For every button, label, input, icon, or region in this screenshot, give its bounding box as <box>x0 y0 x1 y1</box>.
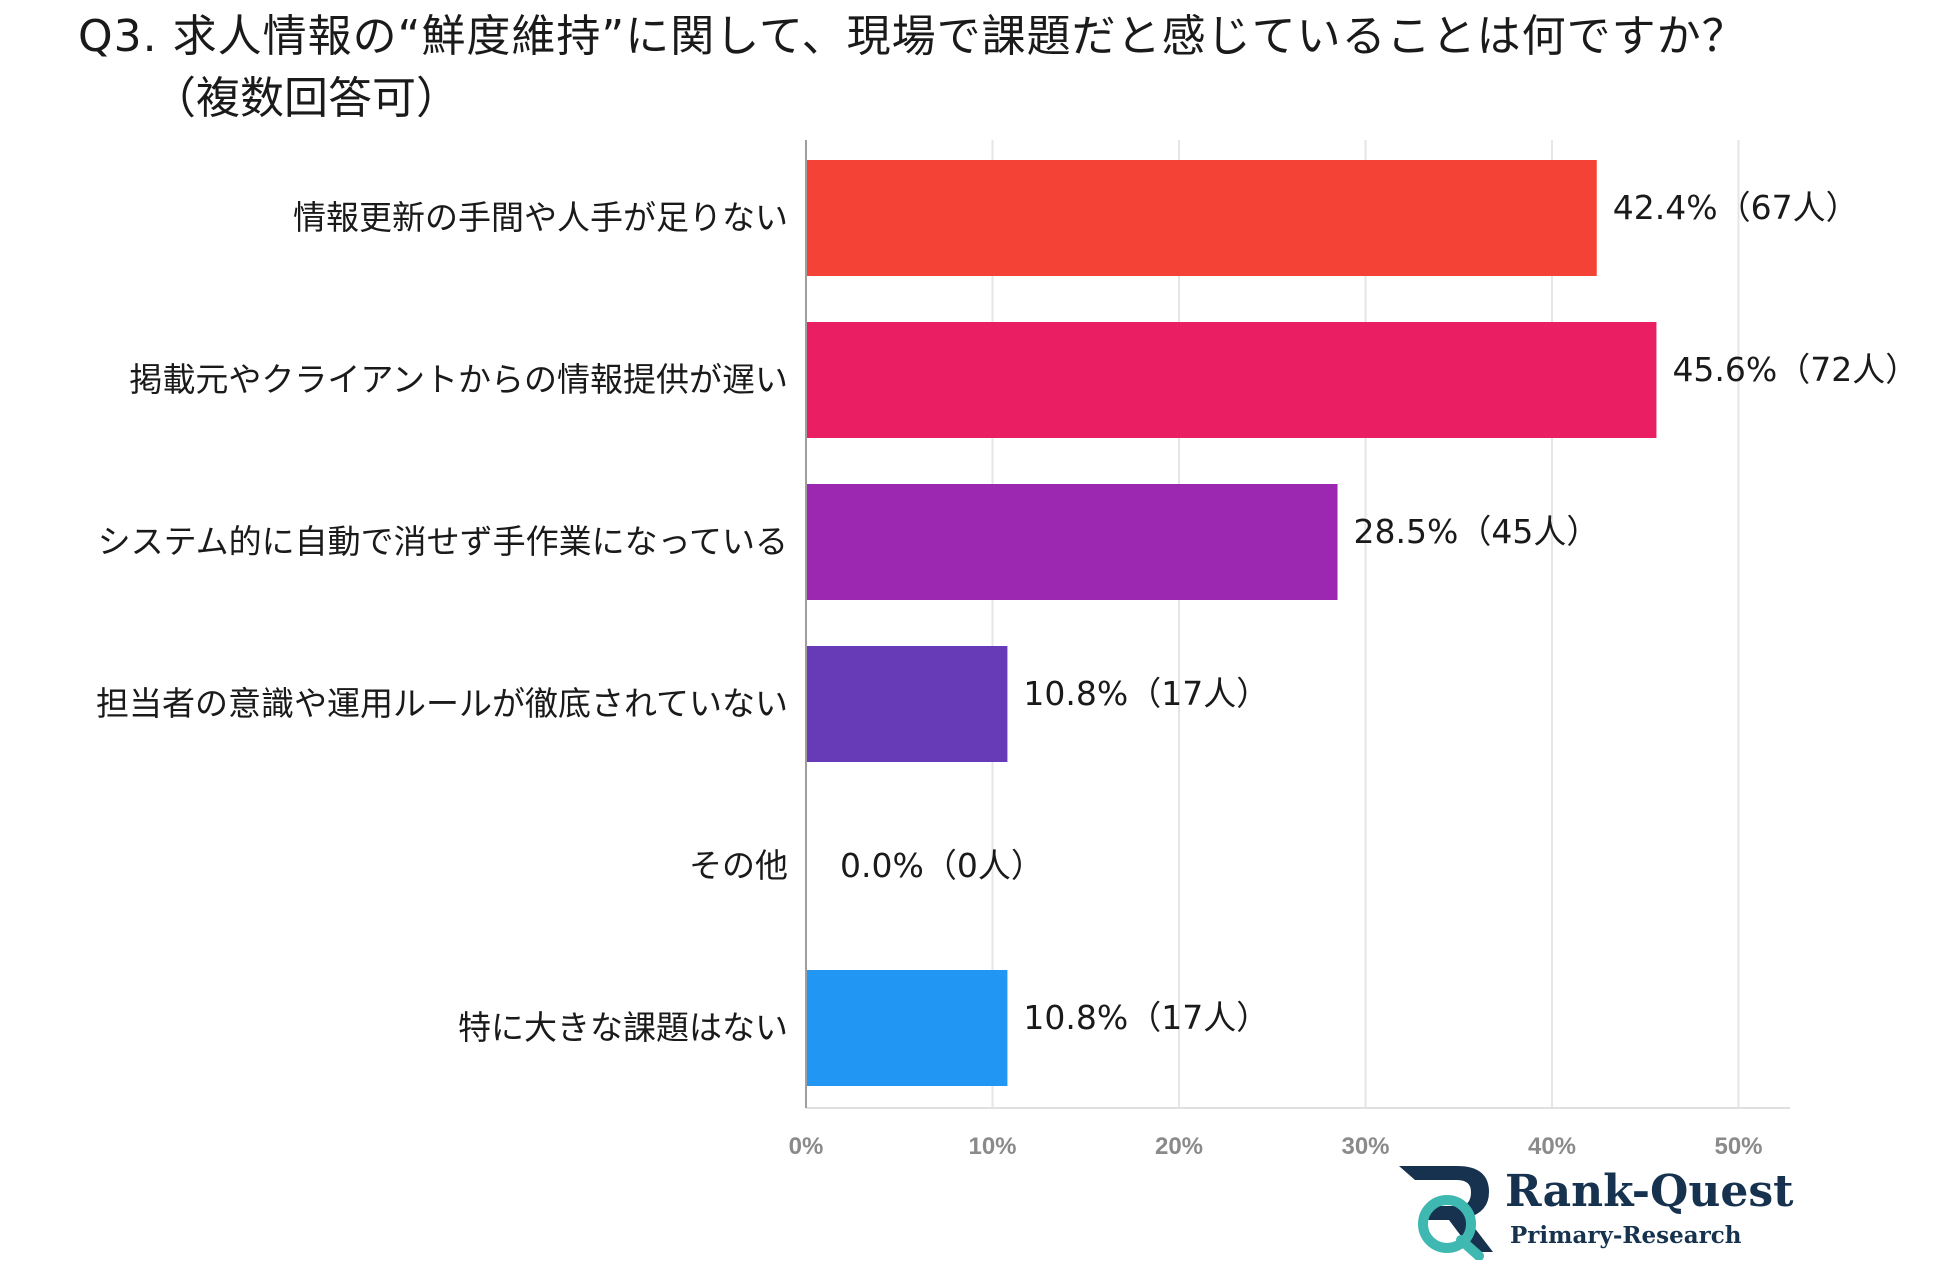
bar <box>806 970 1008 1086</box>
chart-subtitle: （複数回答可） <box>152 73 460 124</box>
logo-subtitle: Primary-Research <box>1510 1222 1742 1249</box>
category-label: 担当者の意識や運用ルールが徹底されていない <box>96 684 788 723</box>
rank-quest-logo-icon <box>1399 1166 1493 1260</box>
category-label: システム的に自動で消せず手作業になっている <box>98 522 788 561</box>
category-label: その他 <box>689 846 788 885</box>
data-label: 45.6%（72人） <box>1672 350 1918 389</box>
rank-quest-logo: Rank-Quest Primary-Research <box>1395 1160 1795 1260</box>
x-tick-label: 0% <box>789 1133 824 1160</box>
data-label: 10.8%（17人） <box>1023 674 1269 713</box>
logo-name: Rank-Quest <box>1505 1166 1794 1217</box>
category-label: 掲載元やクライアントからの情報提供が遅い <box>129 360 788 399</box>
bar <box>806 646 1008 762</box>
x-tick-label: 20% <box>1155 1133 1203 1160</box>
data-label: 28.5%（45人） <box>1354 512 1600 551</box>
bar <box>806 160 1597 276</box>
data-label: 42.4%（67人） <box>1613 188 1859 227</box>
x-tick-label: 50% <box>1714 1133 1762 1160</box>
data-label: 10.8%（17人） <box>1023 998 1269 1037</box>
bar <box>806 484 1338 600</box>
category-label: 特に大きな課題はない <box>458 1008 788 1047</box>
category-label: 情報更新の手間や人手が足りない <box>293 198 788 237</box>
x-tick-label: 10% <box>968 1133 1016 1160</box>
chart-title: Q3. 求人情報の“鮮度維持”に関して、現場で課題だと感じていることは何ですか？ <box>78 11 1747 62</box>
x-tick-label: 30% <box>1341 1133 1389 1160</box>
bar <box>806 322 1657 438</box>
x-tick-label: 40% <box>1528 1133 1576 1160</box>
data-label: 0.0%（0人） <box>840 846 1044 885</box>
